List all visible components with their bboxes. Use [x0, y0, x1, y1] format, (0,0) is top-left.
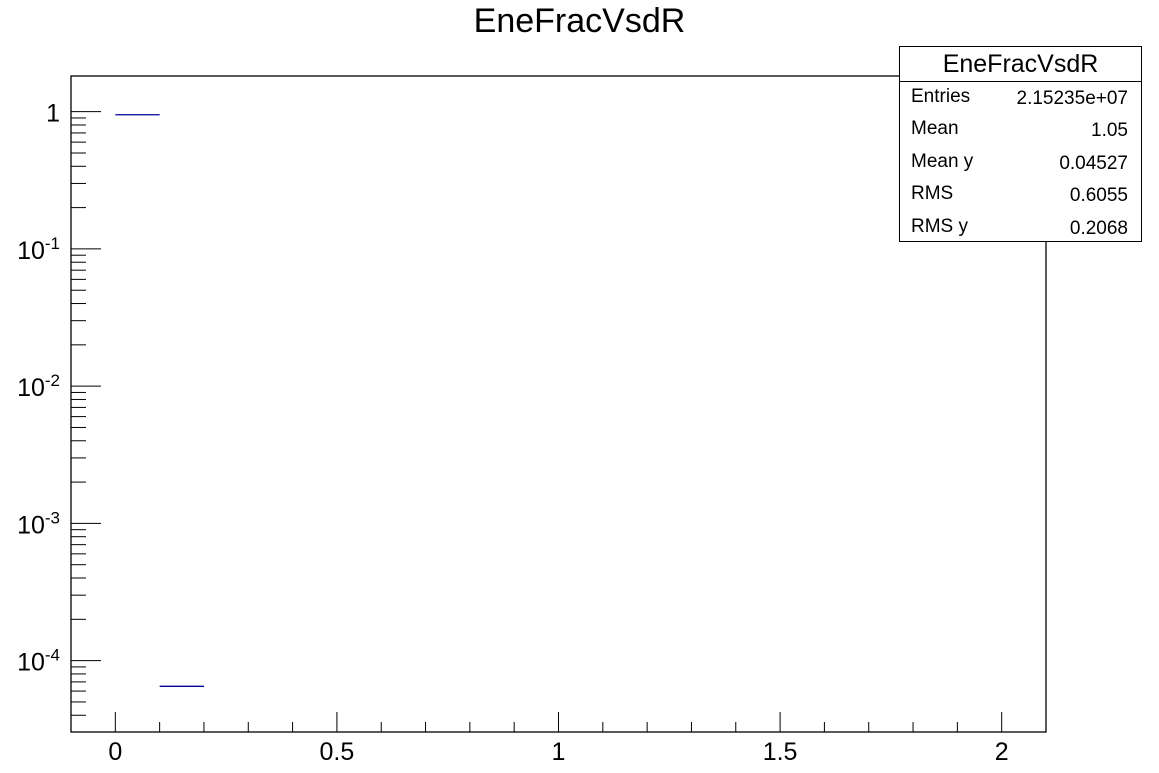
stats-label: RMS y: [911, 215, 968, 237]
y-tick-label: 10-2: [17, 371, 60, 402]
y-tick-label: 1: [46, 100, 60, 128]
histogram-bins: [115, 114, 204, 687]
stats-label: Entries: [911, 86, 971, 107]
stats-value: 0.04527: [1059, 152, 1128, 174]
stats-value: 0.2068: [1069, 217, 1128, 239]
stats-box-title: EneFracVsdR: [900, 47, 1141, 82]
y-tick-label: 10-3: [17, 508, 60, 539]
x-tick-label: 1: [552, 738, 566, 766]
stats-value: 1.05: [1091, 120, 1128, 142]
stats-row-mean: Mean 1.05: [900, 114, 1141, 146]
y-tick-label: 10-4: [17, 646, 60, 677]
chart-title: EneFracVsdR: [473, 2, 686, 40]
x-tick-label: 0: [108, 738, 122, 766]
x-tick-label: 2: [995, 738, 1009, 766]
y-tick-label: 10-1: [17, 234, 60, 265]
stats-box: EneFracVsdR Entries 2.15235e+07 Mean 1.0…: [899, 46, 1142, 242]
stats-label: Mean: [911, 118, 959, 140]
y-axis: 1 10-1 10-2 10-3 10-4: [17, 100, 101, 716]
stats-row-entries: Entries 2.15235e+07: [900, 82, 1141, 114]
stats-label: RMS: [911, 183, 954, 205]
x-tick-label: 1.5: [763, 738, 798, 766]
stats-label: Mean y: [911, 150, 974, 172]
stats-value: 2.15235e+07: [1016, 88, 1128, 109]
stats-row-rms: RMS 0.6055: [900, 179, 1141, 211]
stats-value: 0.6055: [1069, 185, 1128, 207]
x-axis: 0 0.5 1 1.5 2: [70, 712, 1047, 766]
stats-row-mean-y: Mean y 0.04527: [900, 147, 1141, 179]
x-tick-label: 0.5: [320, 738, 355, 766]
stats-row-rms-y: RMS y 0.2068: [900, 212, 1141, 244]
